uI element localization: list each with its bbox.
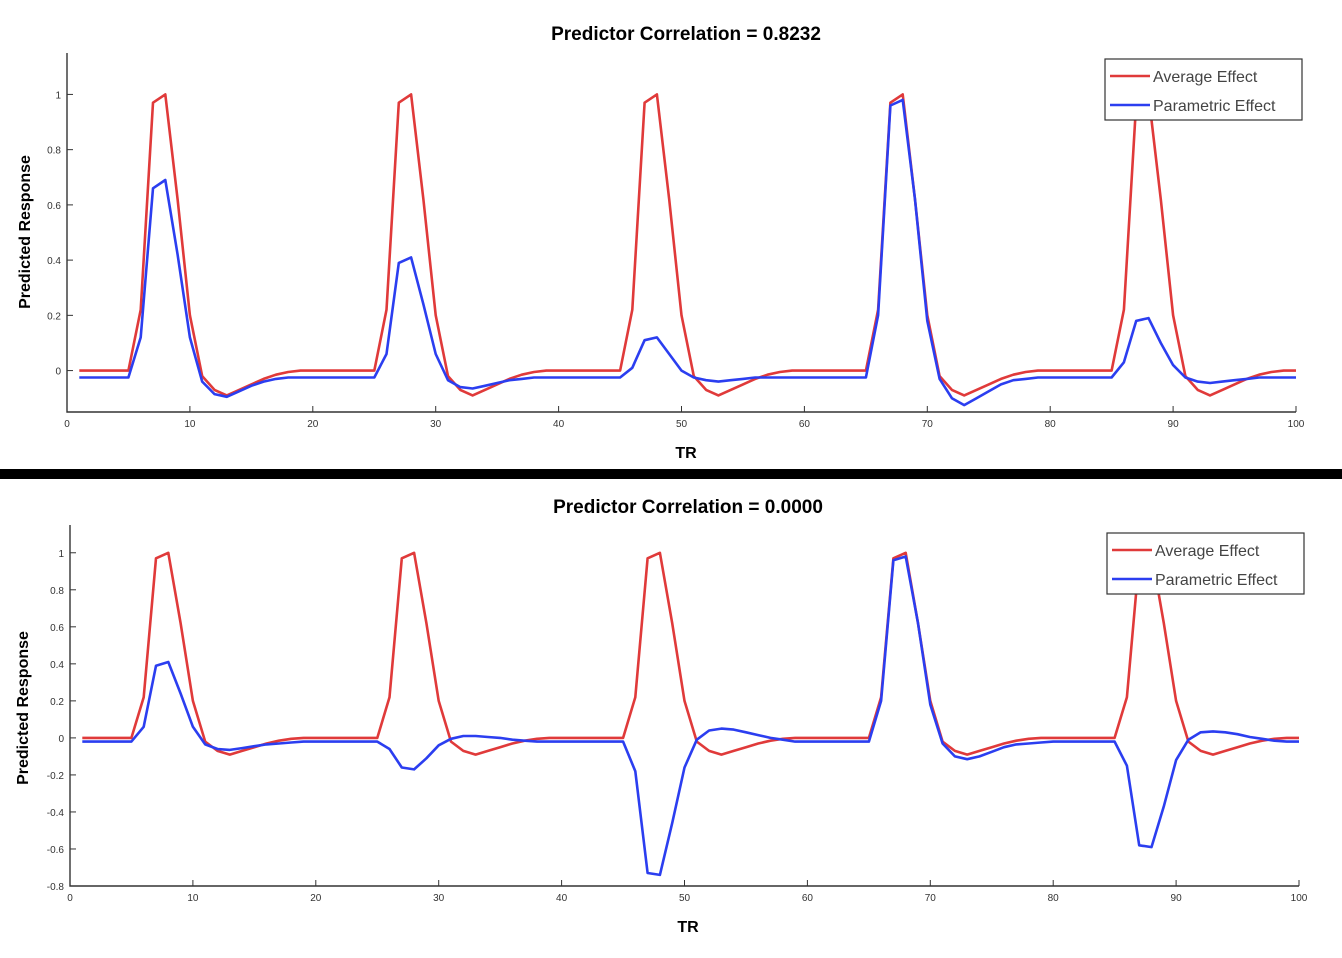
x-tick-label: 40 [556, 893, 568, 904]
average-effect-line [79, 93, 1296, 397]
series-lines [79, 93, 1296, 407]
x-tick-label: 10 [187, 893, 199, 904]
legend-box [1104, 58, 1303, 121]
chart-panel-bottom: Predictor Correlation = 0.0000 TR Predic… [15, 497, 1308, 936]
x-ticks: 0 10 20 30 40 50 60 70 80 90 100 [64, 406, 1305, 430]
x-tick-label: 50 [676, 419, 688, 430]
y-ticks: -0.8 -0.6 -0.4 -0.2 0 0.2 0.4 0.6 0.8 1 [47, 549, 76, 893]
y-tick-label: 0.8 [47, 146, 61, 157]
x-axis-label: TR [677, 919, 699, 936]
x-tick-label: 40 [553, 419, 565, 430]
y-tick-label: -0.2 [47, 771, 65, 782]
y-tick-label: 0 [55, 367, 61, 378]
x-axis-label: TR [675, 445, 697, 462]
x-ticks: 0 10 20 30 40 50 60 70 80 90 100 [67, 880, 1308, 904]
x-tick-label: 60 [802, 893, 814, 904]
y-ticks: 0 0.2 0.4 0.6 0.8 1 [47, 90, 73, 378]
x-tick-label: 10 [184, 419, 196, 430]
y-tick-label: 0 [58, 734, 64, 745]
y-tick-label: -0.8 [47, 882, 65, 893]
x-tick-label: 30 [433, 893, 445, 904]
legend: Average Effect Parametric Effect [1106, 532, 1305, 595]
x-tick-label: 80 [1045, 419, 1057, 430]
legend-label-parametric: Parametric Effect [1153, 98, 1276, 115]
x-tick-label: 70 [925, 893, 937, 904]
y-tick-label: 0.4 [50, 660, 64, 671]
y-tick-label: 0.6 [50, 623, 64, 634]
chart-panel-top: Predictor Correlation = 0.8232 TR Predic… [17, 24, 1305, 462]
y-tick-label: 0.4 [47, 256, 61, 267]
x-tick-label: 50 [679, 893, 691, 904]
x-tick-label: 60 [799, 419, 811, 430]
y-tick-label: 1 [55, 90, 61, 101]
x-tick-label: 90 [1168, 419, 1180, 430]
y-tick-label: 0.6 [47, 201, 61, 212]
legend-label-average: Average Effect [1153, 69, 1258, 86]
series-lines [82, 551, 1299, 877]
x-tick-label: 30 [430, 419, 442, 430]
x-tick-label: 100 [1291, 893, 1308, 904]
x-tick-label: 100 [1288, 419, 1305, 430]
y-tick-label: 1 [58, 549, 64, 560]
legend: Average Effect Parametric Effect [1104, 58, 1303, 121]
y-tick-label: 0.8 [50, 586, 64, 597]
legend-label-parametric: Parametric Effect [1155, 572, 1278, 589]
panel-divider [0, 469, 1342, 479]
x-tick-label: 70 [922, 419, 934, 430]
y-tick-label: 0.2 [47, 311, 61, 322]
x-tick-label: 0 [67, 893, 73, 904]
y-axis-label: Predicted Response [15, 631, 32, 785]
x-tick-label: 90 [1171, 893, 1183, 904]
legend-label-average: Average Effect [1155, 543, 1260, 560]
x-tick-label: 0 [64, 419, 70, 430]
y-tick-label: 0.2 [50, 697, 64, 708]
y-tick-label: -0.4 [47, 808, 65, 819]
parametric-effect-line [79, 98, 1296, 407]
y-axis-label: Predicted Response [17, 155, 34, 309]
x-tick-label: 80 [1048, 893, 1060, 904]
legend-box [1106, 532, 1305, 595]
chart-title: Predictor Correlation = 0.8232 [551, 24, 821, 45]
chart-title: Predictor Correlation = 0.0000 [553, 497, 823, 518]
parametric-effect-line [82, 555, 1299, 877]
average-effect-line [82, 551, 1299, 756]
y-tick-label: -0.6 [47, 845, 65, 856]
x-tick-label: 20 [307, 419, 319, 430]
x-tick-label: 20 [310, 893, 322, 904]
